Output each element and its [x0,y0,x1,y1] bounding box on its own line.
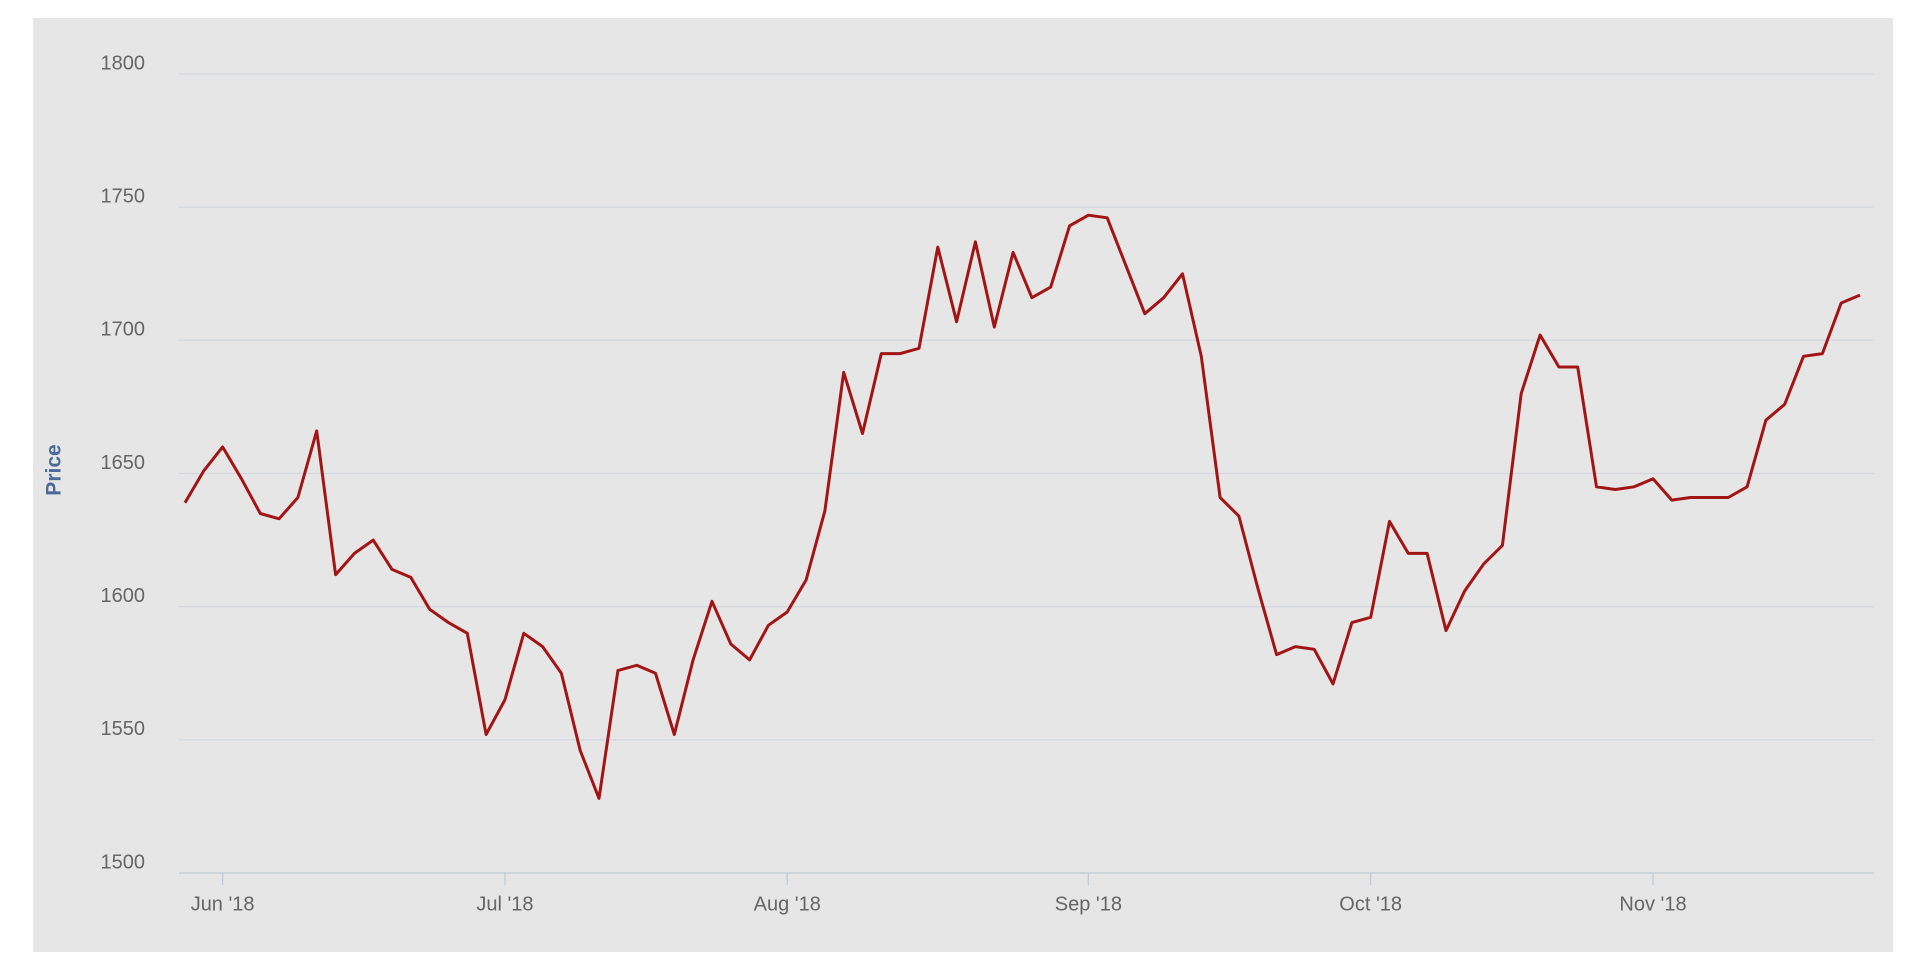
y-tick-label: 1500 [101,851,146,873]
x-tick-label: Oct '18 [1339,893,1402,915]
x-tick-label: Jun '18 [191,893,255,915]
y-tick-label: 1600 [101,585,146,607]
chart-panel [33,18,1893,952]
price-line [183,213,1861,800]
y-tick-label: 1700 [101,319,146,341]
x-tick-label: Sep '18 [1055,893,1122,915]
y-tick-label: 1750 [101,185,146,207]
y-tick-label: 1800 [101,52,146,74]
y-tick-label: 1550 [101,718,146,740]
x-tick-label: Nov '18 [1619,893,1686,915]
x-tick-label: Jul '18 [476,893,533,915]
y-tick-label: 1650 [101,452,146,474]
x-tick-label: Aug '18 [754,893,821,915]
y-axis-title: Price [43,444,66,495]
